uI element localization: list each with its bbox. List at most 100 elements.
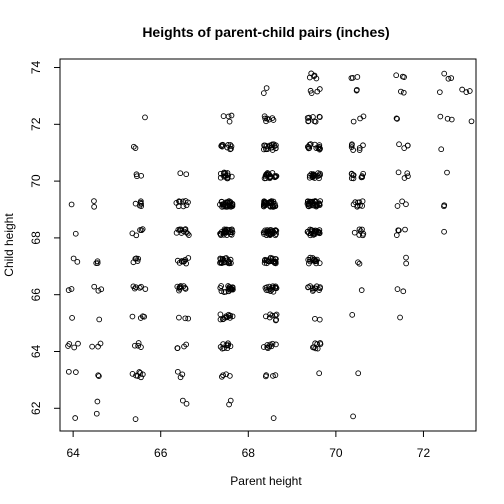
data-point: [263, 313, 269, 320]
data-point: [267, 341, 274, 348]
data-point: [351, 229, 358, 236]
data-point: [436, 89, 443, 96]
data-point: [91, 198, 97, 204]
data-point: [313, 145, 320, 151]
data-point: [174, 345, 181, 352]
data-point: [224, 175, 230, 182]
data-point: [65, 343, 71, 349]
data-point: [309, 288, 316, 294]
data-point: [222, 288, 229, 295]
data-point: [393, 115, 400, 122]
data-point: [308, 90, 315, 96]
data-point: [183, 202, 190, 209]
data-point: [263, 146, 269, 152]
data-point: [133, 232, 140, 239]
data-point: [349, 75, 356, 81]
data-point: [94, 398, 101, 405]
data-point: [350, 172, 357, 178]
data-point: [399, 198, 405, 205]
data-point: [261, 146, 267, 153]
data-point: [354, 74, 361, 80]
data-point: [264, 228, 271, 235]
data-point: [270, 373, 276, 379]
data-point: [399, 73, 406, 80]
data-point: [75, 340, 81, 347]
data-point: [182, 315, 189, 322]
data-point: [262, 256, 268, 263]
data-point: [229, 203, 236, 209]
data-point: [270, 415, 277, 421]
data-point: [359, 203, 365, 209]
data-point: [309, 255, 316, 261]
data-point: [227, 146, 234, 153]
y-tick-label: 66: [29, 288, 43, 302]
data-point: [185, 255, 192, 261]
data-point: [272, 174, 278, 181]
data-point: [273, 341, 279, 348]
data-point: [356, 260, 363, 267]
data-point: [228, 112, 235, 119]
x-tick-label: 66: [154, 446, 168, 460]
data-point: [272, 283, 279, 290]
data-point: [305, 284, 312, 290]
data-point: [308, 199, 315, 206]
data-point: [359, 226, 365, 233]
data-point: [350, 413, 356, 420]
data-point: [97, 340, 104, 347]
data-point: [404, 142, 411, 149]
data-point: [268, 142, 275, 148]
plot-frame: [59, 58, 477, 432]
data-point: [316, 201, 323, 208]
data-point: [444, 115, 451, 122]
data-point: [269, 141, 276, 148]
data-point: [396, 141, 402, 148]
data-point: [218, 143, 225, 149]
data-point: [91, 283, 98, 290]
data-point: [445, 75, 452, 82]
data-point: [181, 228, 187, 235]
data-point: [142, 286, 149, 292]
data-point: [217, 285, 224, 291]
data-point: [466, 88, 473, 94]
data-point: [306, 172, 313, 179]
data-point: [350, 147, 356, 153]
data-point: [269, 340, 276, 347]
data-point: [180, 397, 186, 404]
data-point: [218, 229, 225, 235]
data-point: [468, 118, 475, 125]
data-point: [269, 202, 276, 209]
data-point: [228, 143, 235, 150]
data-point: [136, 369, 143, 375]
data-point: [395, 169, 402, 176]
x-tick-label: 72: [417, 446, 431, 460]
data-point: [72, 230, 79, 237]
data-point: [356, 199, 363, 206]
data-point: [356, 147, 363, 153]
data-point: [269, 312, 276, 319]
data-point: [316, 370, 323, 377]
data-point: [349, 141, 355, 148]
data-point: [268, 144, 275, 151]
data-point: [444, 169, 450, 176]
data-point: [350, 118, 357, 125]
data-point: [311, 344, 317, 351]
data-point: [263, 202, 269, 208]
data-point: [65, 368, 72, 375]
data-point: [142, 114, 148, 121]
data-point: [225, 142, 232, 148]
data-point: [441, 70, 448, 77]
data-point: [260, 90, 267, 96]
data-point: [179, 371, 186, 378]
data-point: [317, 198, 323, 204]
data-point: [139, 313, 146, 320]
y-tick-label: 70: [29, 174, 43, 188]
x-axis: 64 66 68 70 72: [66, 431, 430, 460]
data-point: [223, 371, 229, 378]
data-point: [348, 171, 355, 177]
y-tick-label: 68: [29, 231, 43, 245]
data-point: [316, 142, 323, 148]
data-point: [138, 344, 144, 350]
data-point: [176, 314, 182, 321]
data-point: [228, 145, 234, 152]
